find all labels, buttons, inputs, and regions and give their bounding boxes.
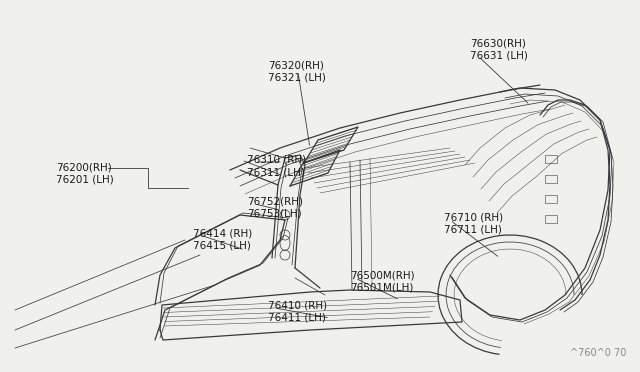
Text: 76752(RH)
76753(LH): 76752(RH) 76753(LH) [247, 196, 303, 218]
Text: 76414 (RH)
76415 (LH): 76414 (RH) 76415 (LH) [193, 228, 252, 250]
Text: 76500M(RH)
76501M(LH): 76500M(RH) 76501M(LH) [350, 270, 415, 292]
Text: 76200(RH)
76201 (LH): 76200(RH) 76201 (LH) [56, 162, 114, 185]
Text: ^760^0 70: ^760^0 70 [570, 348, 627, 358]
Text: 76320(RH)
76321 (LH): 76320(RH) 76321 (LH) [268, 60, 326, 83]
Text: 76310 (RH)
76311 (LH): 76310 (RH) 76311 (LH) [247, 155, 306, 177]
Text: 76410 (RH)
76411 (LH): 76410 (RH) 76411 (LH) [268, 300, 327, 323]
Text: 76630(RH)
76631 (LH): 76630(RH) 76631 (LH) [470, 38, 528, 60]
Text: 76710 (RH)
76711 (LH): 76710 (RH) 76711 (LH) [444, 212, 503, 234]
